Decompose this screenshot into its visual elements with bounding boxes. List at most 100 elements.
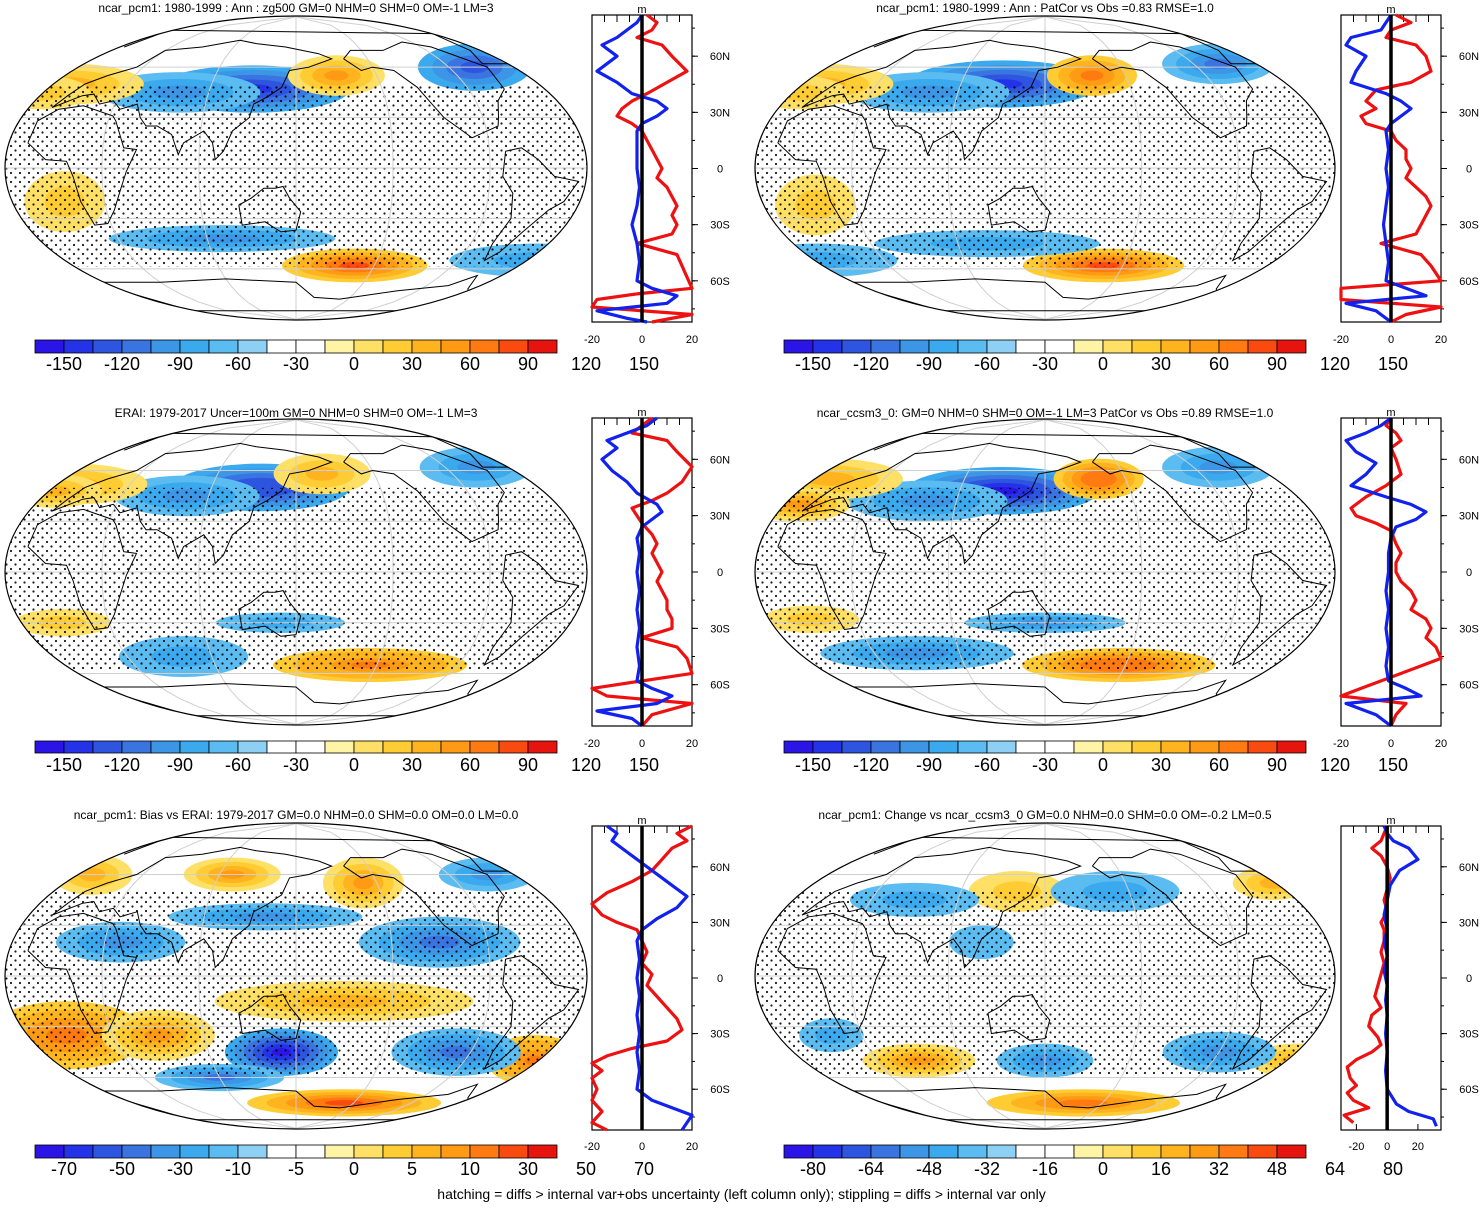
profile-lat-label: 60N bbox=[1459, 862, 1479, 874]
colorbar-swatch bbox=[382, 1144, 413, 1159]
colorbar: -150 -120 -90 -60 -30 0 30 60 90 120 150 bbox=[34, 339, 659, 374]
graticule-lon bbox=[198, 823, 297, 1129]
colorbar-swatch bbox=[1276, 339, 1307, 354]
profile-lat-label: 30N bbox=[1459, 917, 1479, 929]
figure-footer: hatching = diffs > internal var+obs unce… bbox=[437, 1186, 1046, 1202]
profile-lat-label: 30N bbox=[1459, 107, 1479, 119]
colorbar-swatch bbox=[63, 740, 94, 754]
profile-x-label: -20 bbox=[1333, 334, 1349, 346]
profile-red-series bbox=[590, 416, 694, 728]
zonal-profile: m 60N 30N 0 30S 60S -20 0 20 bbox=[1333, 4, 1479, 346]
colorbar-swatch bbox=[1247, 740, 1278, 754]
colorbar-label: -16 bbox=[1032, 1159, 1058, 1179]
colorbar-label: 70 bbox=[634, 1159, 654, 1179]
anomaly-contour bbox=[1259, 877, 1287, 889]
panel-title: ncar_ccsm3_0: GM=0 NHM=0 SHM=0 OM=-1 LM=… bbox=[817, 406, 1274, 420]
colorbar-label: -80 bbox=[800, 1159, 826, 1179]
profile-x-label: 0 bbox=[639, 334, 645, 346]
profile-red-series bbox=[1339, 417, 1443, 727]
colorbar-swatch bbox=[1131, 339, 1162, 354]
colorbar: -80 -64 -48 -32 -16 0 16 32 48 64 80 bbox=[783, 1144, 1403, 1179]
coastline bbox=[801, 846, 1083, 969]
colorbar-swatch bbox=[783, 339, 814, 354]
colorbar-swatch bbox=[295, 740, 326, 754]
profile-x-label: 0 bbox=[1388, 334, 1394, 346]
colorbar-swatch bbox=[266, 740, 297, 754]
profile-blue-series bbox=[595, 14, 679, 324]
colorbar-swatch bbox=[440, 1144, 471, 1159]
colorbar-swatch bbox=[34, 1144, 65, 1159]
colorbar-label: 30 bbox=[518, 1159, 538, 1179]
colorbar-swatch bbox=[150, 740, 181, 754]
colorbar-swatch bbox=[1276, 1144, 1307, 1159]
colorbar-swatch bbox=[928, 740, 959, 754]
colorbar-swatch bbox=[237, 740, 268, 754]
colorbar-swatch bbox=[266, 1144, 297, 1159]
coastline bbox=[343, 848, 505, 947]
profile-lat-label: 30S bbox=[710, 220, 730, 232]
colorbar-swatch bbox=[899, 1144, 930, 1159]
colorbar-label: 0 bbox=[1098, 755, 1108, 775]
profile-x-label: 0 bbox=[1384, 1141, 1390, 1153]
anomaly-contour bbox=[324, 70, 349, 81]
graticule-lon bbox=[295, 823, 491, 1129]
colorbar-swatch bbox=[1044, 1144, 1075, 1159]
colorbar-label: 5 bbox=[407, 1159, 417, 1179]
profile-x-label: 20 bbox=[686, 1141, 698, 1153]
colorbar-swatch bbox=[92, 740, 123, 754]
profile-lat-label: 60S bbox=[710, 1084, 730, 1096]
colorbar-swatch bbox=[1160, 339, 1191, 354]
colorbar-label: 0 bbox=[349, 1159, 359, 1179]
colorbar-swatch bbox=[469, 740, 500, 754]
colorbar-swatch bbox=[121, 339, 152, 354]
colorbar-label: 120 bbox=[571, 755, 601, 775]
graticule-lon bbox=[295, 16, 491, 320]
colorbar-swatch bbox=[121, 740, 152, 754]
colorbar-swatch bbox=[899, 339, 930, 354]
profile-lat-label: 60N bbox=[1459, 454, 1479, 466]
colorbar-swatch bbox=[841, 740, 872, 754]
colorbar-label: 90 bbox=[1267, 755, 1287, 775]
profile-x-label: 0 bbox=[639, 1141, 645, 1153]
colorbar-label: 150 bbox=[629, 755, 659, 775]
colorbar-swatch bbox=[498, 339, 529, 354]
graticule-lon bbox=[1044, 419, 1239, 725]
profile-lat-label: 0 bbox=[1466, 973, 1472, 985]
profile-lat-label: 60N bbox=[710, 862, 730, 874]
colorbar-swatch bbox=[411, 339, 442, 354]
graticule-lon bbox=[101, 823, 297, 1129]
colorbar-swatch bbox=[92, 339, 123, 354]
colorbar-label: -90 bbox=[916, 354, 942, 374]
colorbar-label: -60 bbox=[225, 354, 251, 374]
colorbar-label: 48 bbox=[1267, 1159, 1287, 1179]
coastline bbox=[987, 185, 1051, 233]
zonal-profile: m 60N 30N 0 30S 60S -20 0 20 bbox=[584, 407, 730, 750]
anomaly-contour bbox=[1080, 70, 1104, 81]
colorbar-swatch bbox=[1044, 339, 1075, 354]
colorbar-label: -120 bbox=[104, 354, 140, 374]
colorbar-swatch bbox=[150, 1144, 181, 1159]
colorbar-swatch bbox=[1189, 740, 1220, 754]
profile-lat-label: 30N bbox=[710, 917, 730, 929]
colorbar: -150 -120 -90 -60 -30 0 30 60 90 120 150 bbox=[783, 740, 1408, 775]
anomaly-contour bbox=[1204, 58, 1233, 69]
anomaly-contour bbox=[305, 467, 339, 481]
panel-title: ncar_pcm1: 1980-1999 : Ann : zg500 GM=0 … bbox=[98, 1, 494, 15]
colorbar-label: 60 bbox=[1209, 354, 1229, 374]
colorbar-swatch bbox=[266, 339, 297, 354]
colorbar-label: -150 bbox=[795, 755, 831, 775]
colorbar-swatch bbox=[469, 1144, 500, 1159]
colorbar-swatch bbox=[237, 1144, 268, 1159]
profile-lat-label: 0 bbox=[717, 567, 723, 579]
colorbar-label: 60 bbox=[460, 755, 480, 775]
colorbar-swatch bbox=[1073, 740, 1104, 754]
profile-lat-label: 30S bbox=[1459, 1029, 1479, 1041]
colorbar-swatch bbox=[92, 1144, 123, 1159]
colorbar-swatch bbox=[1276, 740, 1307, 754]
profile-lat-label: 0 bbox=[1466, 567, 1472, 579]
colorbar-label: -32 bbox=[974, 1159, 1000, 1179]
colorbar-swatch bbox=[986, 740, 1017, 754]
profile-lat-label: 0 bbox=[1466, 164, 1472, 176]
coastline bbox=[777, 912, 887, 1035]
colorbar-swatch bbox=[179, 740, 210, 754]
